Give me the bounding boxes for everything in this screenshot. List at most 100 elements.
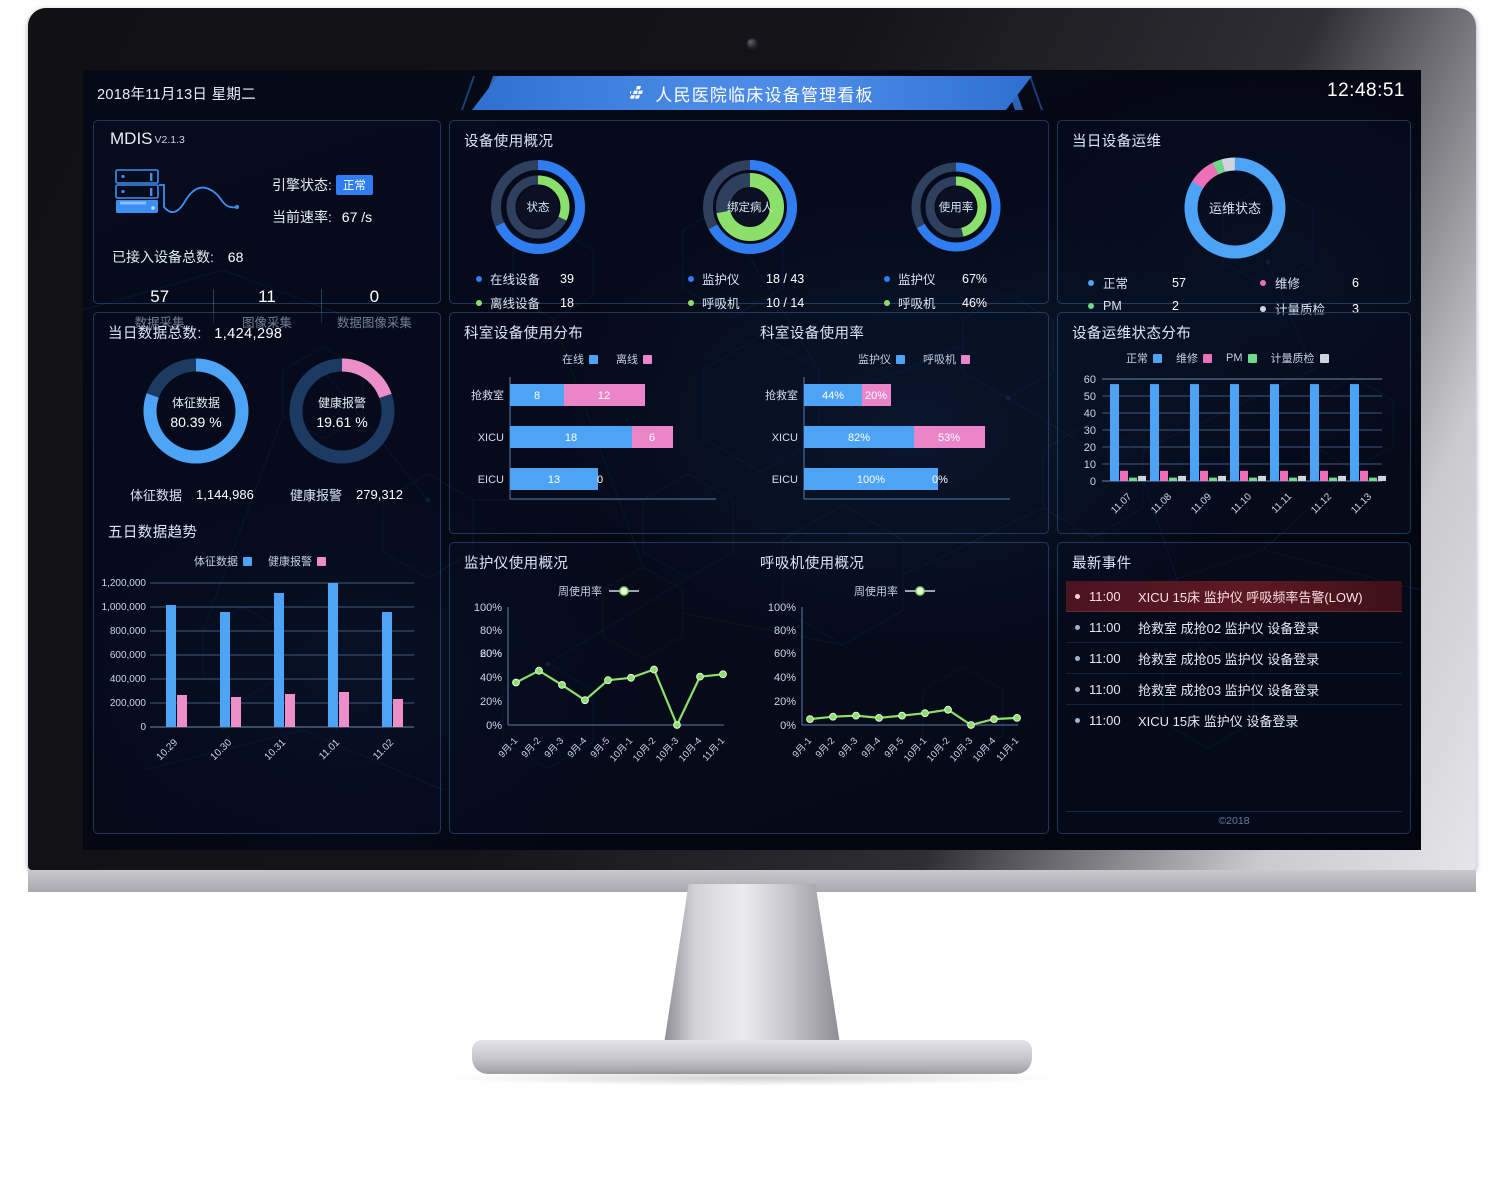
legend-label: 监护仪: [702, 273, 740, 287]
vent-usage-legend: 周使用率: [854, 583, 935, 599]
legend-swatch-icon: [961, 354, 970, 364]
monitor-stand-foot: [472, 1040, 1032, 1074]
event-text: 抢救室 成抢05 监护仪 设备登录: [1138, 651, 1320, 667]
legend-label: PM: [1103, 299, 1122, 313]
legend-value: 18 / 43: [766, 271, 805, 286]
stat-value: 57: [150, 287, 170, 306]
legend-label: 在线: [562, 354, 584, 366]
server-waveform-icon: [115, 169, 239, 213]
header-banner: 人民医院临床设备管理看板: [472, 76, 1032, 110]
ring-center-label: 使用率: [939, 200, 974, 214]
svg-text:11月-1: 11月-1: [994, 736, 1021, 764]
legend-swatch-icon: [317, 556, 326, 566]
event-row[interactable]: 11:00 XICU 15床 监护仪 设备登录: [1066, 705, 1402, 736]
total-label: 体征数据: [130, 488, 183, 503]
svg-text:11.13: 11.13: [1349, 491, 1374, 516]
svg-text:53%: 53%: [938, 432, 960, 444]
svg-text:10月-2: 10月-2: [925, 736, 952, 765]
bullet-icon: [1075, 624, 1080, 630]
ops-today-panel: 当日设备运维 运维状态 正常: [1057, 120, 1411, 317]
event-row[interactable]: 11:00 抢救室 成抢02 监护仪 设备登录: [1066, 612, 1402, 643]
dept-dist-title: 科室设备使用分布: [464, 326, 584, 342]
svg-text:20%: 20%: [774, 696, 796, 708]
svg-text:11.08: 11.08: [1149, 491, 1174, 516]
svg-text:40: 40: [1084, 408, 1096, 420]
svg-text:20%: 20%: [865, 390, 887, 402]
screen: 2018年11月13日 星期二: [83, 70, 1421, 850]
monitor-usage-chart: 100% 80% 20% x 60% 40% 20% 0%: [474, 602, 727, 765]
legend-value: 3: [1352, 301, 1359, 316]
svg-text:10月-3: 10月-3: [948, 736, 975, 765]
legend-label: 周使用率: [854, 586, 898, 598]
legend-value: 57: [1172, 275, 1186, 290]
legend-dot-icon: [884, 299, 890, 306]
daily-total-value: 1,424,298: [214, 326, 283, 342]
svg-text:9月-3: 9月-3: [543, 736, 567, 761]
legend-label: 计量质检: [1275, 303, 1326, 317]
legend-swatch-icon: [589, 354, 598, 364]
ops-dist-title: 设备运维状态分布: [1072, 326, 1192, 342]
mdis-version: V2.1.3: [154, 134, 185, 146]
svg-text:EICU: EICU: [478, 474, 504, 486]
total-value: 1,144,986: [196, 487, 254, 502]
legend-dot-icon: [1088, 303, 1094, 309]
stat-value: 0: [369, 287, 380, 306]
dept-rate-title: 科室设备使用率: [760, 326, 865, 342]
legend-label: 呼吸机: [702, 297, 740, 311]
svg-text:10.30: 10.30: [209, 737, 235, 763]
svg-text:10月-2: 10月-2: [631, 736, 658, 765]
svg-text:0: 0: [597, 474, 603, 486]
ops-distribution-chart: 60 50 40 30 20 10 0: [1084, 374, 1386, 516]
dept-distribution-chart: 抢救室 XICU EICU 8 12 18: [471, 377, 716, 500]
svg-text:8: 8: [534, 390, 540, 402]
stat-data-collection: 57 数据采集: [106, 287, 213, 331]
dept-dist-legend: 在线 离线: [562, 351, 652, 367]
trend-legend-alerts: 健康报警: [268, 553, 326, 569]
svg-text:抢救室: 抢救室: [471, 388, 504, 402]
svg-text:9月-3: 9月-3: [837, 736, 861, 761]
engine-status-row: 引擎状态: 正常: [272, 175, 373, 195]
event-row[interactable]: 11:00 抢救室 成抢05 监护仪 设备登录: [1066, 643, 1402, 674]
event-row[interactable]: 11:00 抢救室 成抢03 监护仪 设备登录: [1066, 674, 1402, 705]
svg-text:10.31: 10.31: [263, 737, 289, 763]
total-vitals: 体征数据 1,144,986: [130, 485, 254, 504]
svg-text:60%: 60%: [480, 648, 502, 660]
svg-text:40%: 40%: [774, 672, 796, 684]
legend-online-devices: 在线设备 39: [476, 269, 574, 288]
events-panel: 最新事件 11:00 XICU 15床 监护仪 呼吸频率告警(LOW) 11:0…: [1057, 542, 1411, 834]
legend-value: 10 / 14: [766, 295, 805, 310]
bullet-icon: [1075, 593, 1080, 599]
svg-text:13: 13: [548, 474, 560, 486]
ops-dist-legend: 正常 维修 PM 计量质检: [1126, 350, 1329, 366]
ring-center-label: 状态: [527, 200, 550, 214]
svg-text:10月-3: 10月-3: [654, 736, 681, 765]
event-row-alarm[interactable]: 11:00 XICU 15床 监护仪 呼吸频率告警(LOW): [1066, 581, 1402, 612]
usage-lines-panel: 监护仪使用概况 呼吸机使用概况 周使用率 周使用率: [449, 542, 1049, 834]
legend-dot-icon: [476, 275, 482, 282]
stand-shadow: [442, 1070, 1062, 1086]
legend-label: 健康报警: [268, 556, 312, 568]
legend-label: 呼吸机: [923, 354, 956, 366]
legend-label: 正常: [1126, 353, 1148, 365]
legend-swatch-icon: [1319, 353, 1329, 363]
svg-text:30: 30: [1084, 425, 1096, 437]
event-time: 11:00: [1089, 588, 1121, 604]
stat-label: 数据图像采集: [336, 316, 412, 330]
legend-swatch-icon: [896, 354, 905, 364]
dashboard: 2018年11月13日 星期二: [83, 70, 1421, 850]
trend-title: 五日数据趋势: [108, 525, 198, 541]
svg-text:600,000: 600,000: [110, 650, 147, 661]
legend-value: 18: [560, 295, 574, 310]
svg-text:20: 20: [1084, 442, 1096, 454]
stat-data-image-collection: 0 数据图像采集: [320, 287, 428, 331]
rate-value: 67 /s: [341, 209, 373, 225]
dept-rate-chart: 抢救室 XICU EICU 44% 20% 82% 53%: [765, 377, 1010, 500]
donut-name: 健康报警: [318, 395, 366, 410]
bullet-icon: [1075, 686, 1080, 692]
svg-text:10: 10: [1084, 459, 1096, 471]
svg-text:抢救室: 抢救室: [765, 388, 798, 402]
legend-value: 39: [560, 271, 574, 286]
stat-label: 图像采集: [241, 316, 292, 330]
rate-row: 当前速率: 67 /s: [272, 207, 372, 227]
legend-qc: 计量质检: [1271, 350, 1329, 366]
